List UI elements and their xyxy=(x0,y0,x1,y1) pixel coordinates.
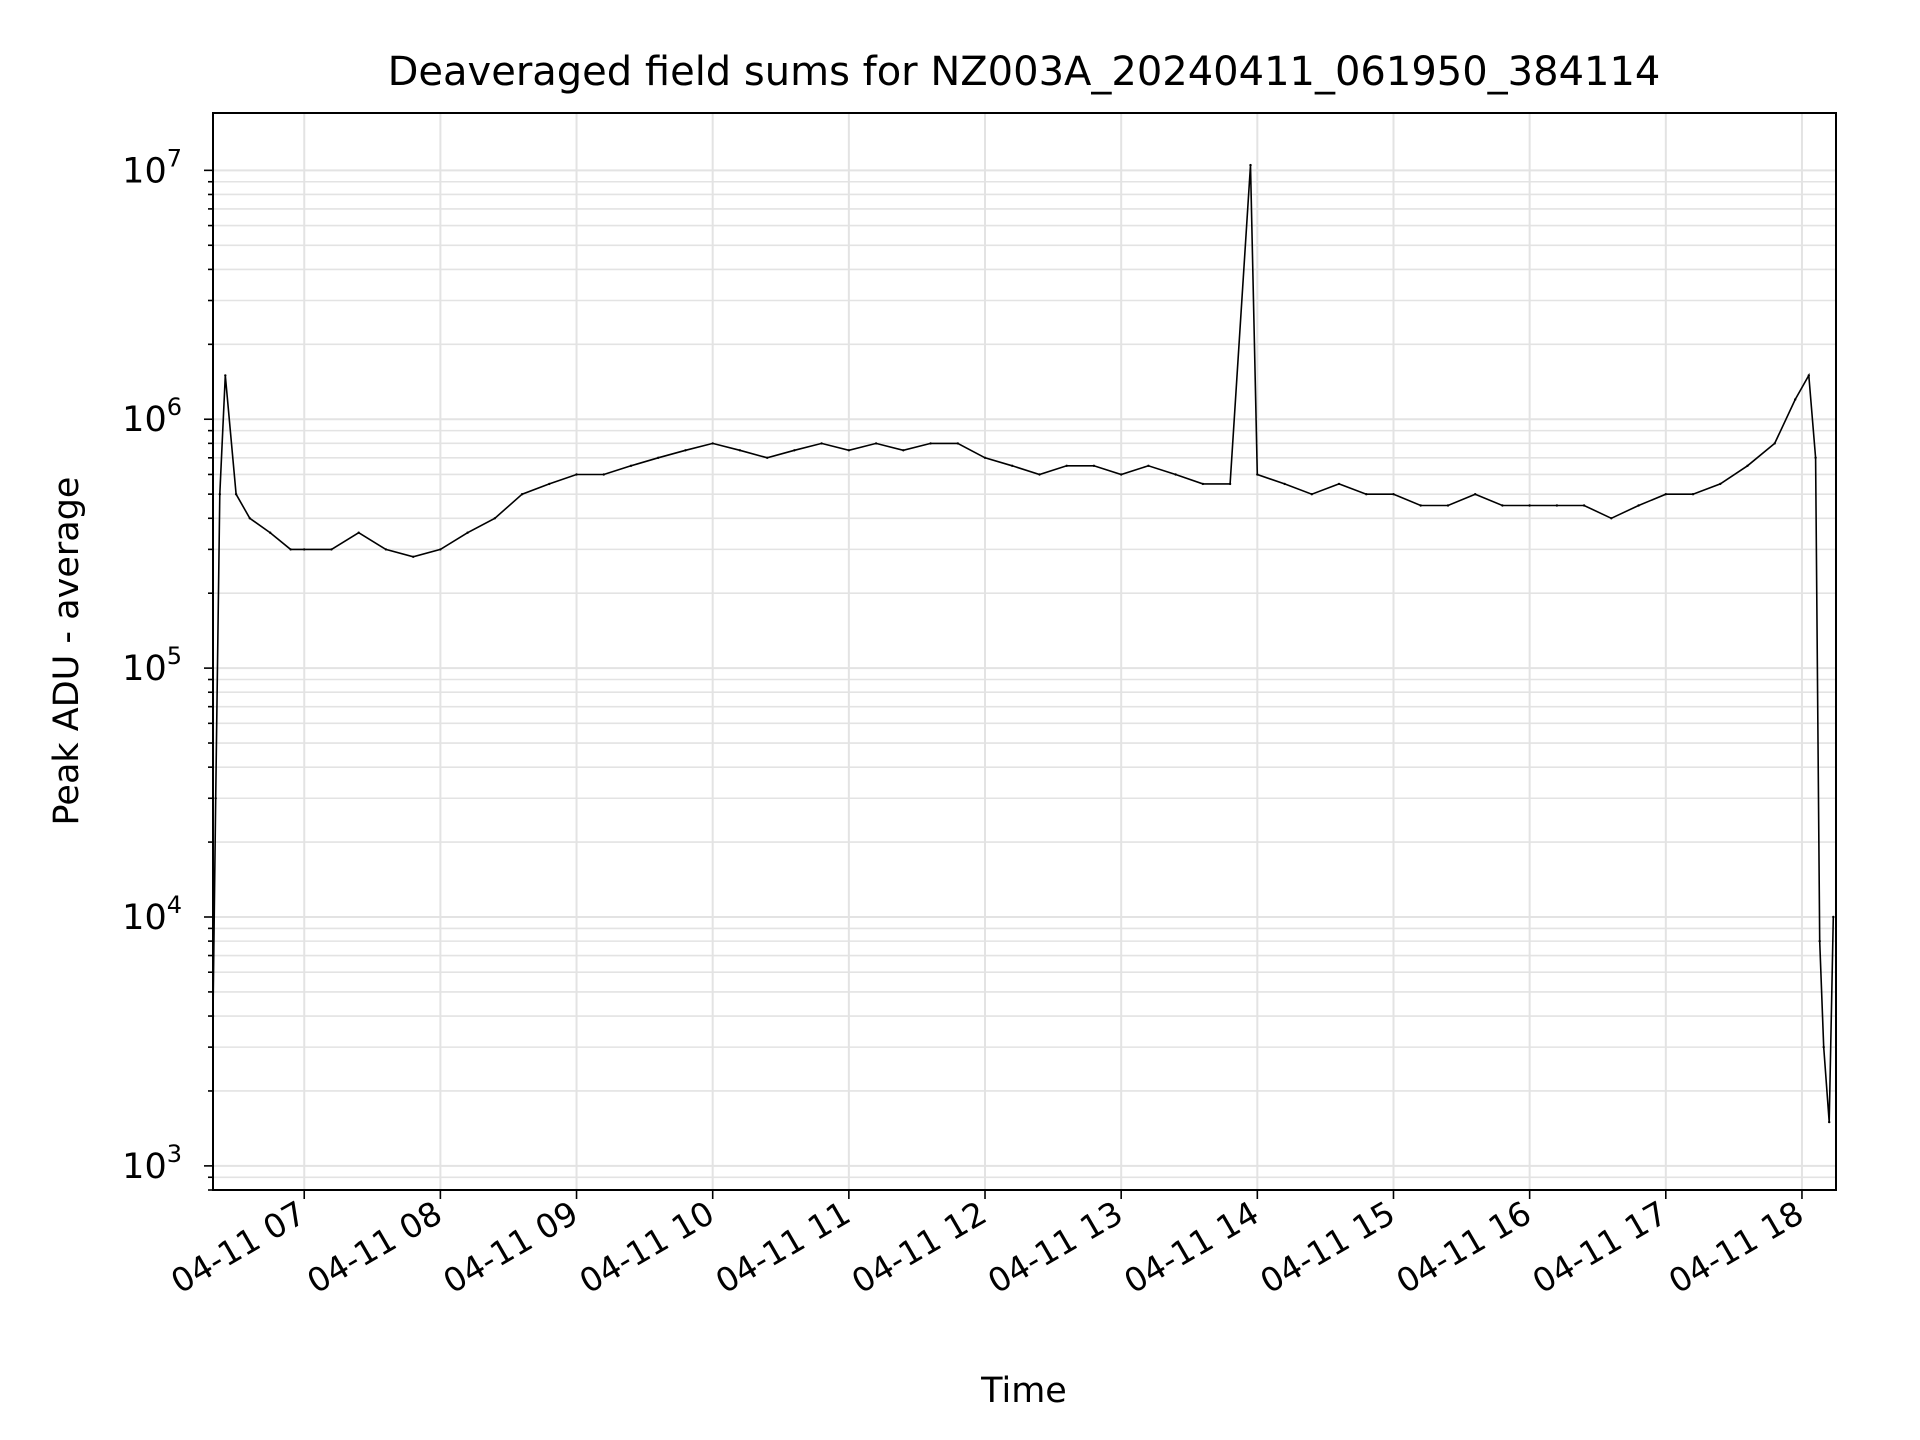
data-point xyxy=(330,548,333,551)
data-point xyxy=(1228,482,1232,486)
data-point xyxy=(1174,473,1177,476)
data-point xyxy=(234,493,238,496)
data-point xyxy=(902,449,905,452)
x-axis-label: Time xyxy=(980,1371,1067,1411)
data-point xyxy=(1582,504,1586,507)
y-tick-label: 103 xyxy=(122,1140,182,1187)
data-point xyxy=(738,449,742,452)
y-tick-label: 106 xyxy=(122,393,182,440)
data-point xyxy=(983,456,987,459)
data-point xyxy=(1147,464,1150,467)
data-point xyxy=(1828,1120,1831,1124)
data-point xyxy=(820,442,823,445)
data-point xyxy=(1814,456,1817,459)
data-point xyxy=(1691,493,1695,496)
data-point xyxy=(1637,504,1640,507)
y-tick-label: 105 xyxy=(122,642,182,689)
data-point xyxy=(874,442,878,445)
data-point xyxy=(1065,464,1068,467)
data-point xyxy=(1474,493,1477,496)
data-point xyxy=(1773,442,1776,445)
data-point xyxy=(1419,504,1422,507)
data-point xyxy=(1310,493,1314,496)
data-point xyxy=(1610,517,1613,520)
data-point xyxy=(1446,504,1450,507)
data-point xyxy=(1832,915,1835,919)
y-tick-label: 107 xyxy=(122,144,182,191)
data-point xyxy=(269,531,272,534)
grid-layer xyxy=(213,113,1836,1191)
data-point xyxy=(303,548,306,551)
data-point xyxy=(466,531,469,534)
data-point xyxy=(575,473,578,476)
data-point xyxy=(1822,1045,1825,1049)
data-point xyxy=(847,449,851,452)
data-point xyxy=(1555,504,1559,507)
data-point xyxy=(1365,493,1368,496)
data-point xyxy=(412,555,415,558)
data-point xyxy=(1201,482,1205,486)
data-point xyxy=(1807,374,1811,377)
data-point xyxy=(248,517,251,520)
data-point xyxy=(1092,464,1096,467)
chart-title: Deaveraged field sums for NZ003A_2024041… xyxy=(388,49,1661,95)
data-point xyxy=(1818,939,1821,943)
data-point xyxy=(1392,493,1395,496)
data-point xyxy=(493,517,496,520)
data-point xyxy=(1249,163,1252,167)
data-point xyxy=(439,548,442,551)
y-axis-label: Peak ADU - average xyxy=(47,477,87,826)
y-tick-label: 104 xyxy=(122,891,182,938)
data-point xyxy=(1794,398,1797,401)
data-point xyxy=(384,548,388,551)
data-point xyxy=(224,374,227,377)
data-point xyxy=(214,797,217,800)
data-point xyxy=(1038,473,1041,476)
data-point xyxy=(602,473,605,476)
data-point xyxy=(711,442,714,445)
data-point xyxy=(793,449,796,452)
data-point xyxy=(956,442,959,445)
data-point xyxy=(1528,504,1531,507)
data-point xyxy=(766,456,769,459)
data-point xyxy=(1337,482,1341,486)
data-point xyxy=(684,449,687,452)
data-point xyxy=(629,464,633,467)
data-point xyxy=(1664,493,1668,496)
data-point xyxy=(1011,464,1014,467)
data-point xyxy=(1746,464,1749,467)
data-point xyxy=(929,442,932,445)
data-point xyxy=(1501,504,1504,507)
data-point xyxy=(218,493,221,496)
data-point xyxy=(1283,482,1286,486)
series-layer xyxy=(211,163,1835,1124)
data-point xyxy=(520,493,524,496)
data-point xyxy=(1256,473,1259,476)
data-point xyxy=(657,456,660,459)
data-point xyxy=(357,531,360,534)
plot-frame xyxy=(212,112,1837,1191)
data-point xyxy=(548,482,551,486)
data-point xyxy=(1719,482,1722,486)
data-point xyxy=(1120,473,1123,476)
data-point xyxy=(289,548,292,551)
